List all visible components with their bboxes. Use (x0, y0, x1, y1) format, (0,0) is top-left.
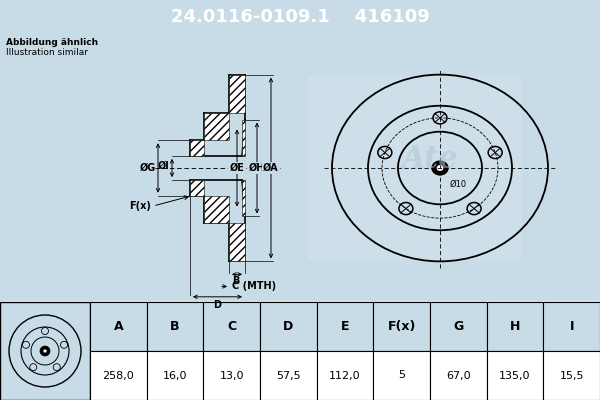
Text: B: B (232, 276, 239, 286)
Text: C: C (227, 320, 236, 333)
Text: 67,0: 67,0 (446, 370, 470, 380)
Bar (204, 196, 229, 223)
Bar (90, 351, 146, 400)
Bar (146, 351, 203, 400)
Text: ØA: ØA (263, 163, 279, 173)
Bar (544, 302, 600, 351)
Text: I: I (569, 320, 574, 333)
Text: ØG: ØG (140, 163, 156, 173)
Bar (317, 351, 373, 400)
Text: F(x): F(x) (129, 201, 151, 211)
Text: 24.0116-0109.1    416109: 24.0116-0109.1 416109 (170, 8, 430, 26)
Text: F(x): F(x) (388, 320, 416, 333)
Bar (317, 302, 373, 351)
Text: D: D (214, 300, 221, 310)
Text: G: G (453, 320, 463, 333)
Bar (0, 302, 90, 400)
Text: Abbildung ähnlich: Abbildung ähnlich (6, 38, 98, 47)
Text: E: E (341, 320, 349, 333)
FancyBboxPatch shape (308, 76, 522, 260)
Bar (203, 302, 260, 351)
Bar (430, 302, 487, 351)
Text: 112,0: 112,0 (329, 370, 361, 380)
Text: A: A (113, 320, 123, 333)
Text: C (MTH): C (MTH) (232, 282, 276, 292)
Text: ØI: ØI (158, 160, 170, 170)
Text: 57,5: 57,5 (276, 370, 301, 380)
Bar (190, 140, 204, 156)
Bar (487, 351, 544, 400)
Bar (260, 302, 317, 351)
Text: H: H (510, 320, 520, 333)
Bar (146, 302, 203, 351)
Text: 5: 5 (398, 370, 405, 380)
Bar (242, 180, 245, 216)
Bar (203, 351, 260, 400)
Bar (373, 351, 430, 400)
Text: Illustration similar: Illustration similar (6, 48, 88, 57)
Circle shape (437, 166, 443, 170)
Bar (373, 302, 430, 351)
Text: B: B (170, 320, 180, 333)
Circle shape (43, 349, 47, 353)
Text: D: D (283, 320, 293, 333)
Text: Ate: Ate (401, 144, 458, 175)
Bar (190, 180, 204, 196)
Bar (229, 223, 245, 261)
Bar (430, 351, 487, 400)
Bar (229, 75, 245, 113)
Bar (242, 120, 245, 156)
Text: ØE: ØE (230, 163, 244, 173)
Circle shape (40, 346, 50, 356)
Bar (487, 302, 544, 351)
Text: 135,0: 135,0 (499, 370, 531, 380)
Text: 258,0: 258,0 (103, 370, 134, 380)
Bar (544, 351, 600, 400)
Text: 15,5: 15,5 (559, 370, 584, 380)
Bar (90, 302, 146, 351)
Bar (260, 351, 317, 400)
Text: 16,0: 16,0 (163, 370, 187, 380)
Circle shape (432, 161, 448, 175)
Bar (204, 113, 229, 140)
Text: 13,0: 13,0 (220, 370, 244, 380)
Text: ØH: ØH (249, 163, 265, 173)
Text: Ø10: Ø10 (450, 180, 467, 189)
